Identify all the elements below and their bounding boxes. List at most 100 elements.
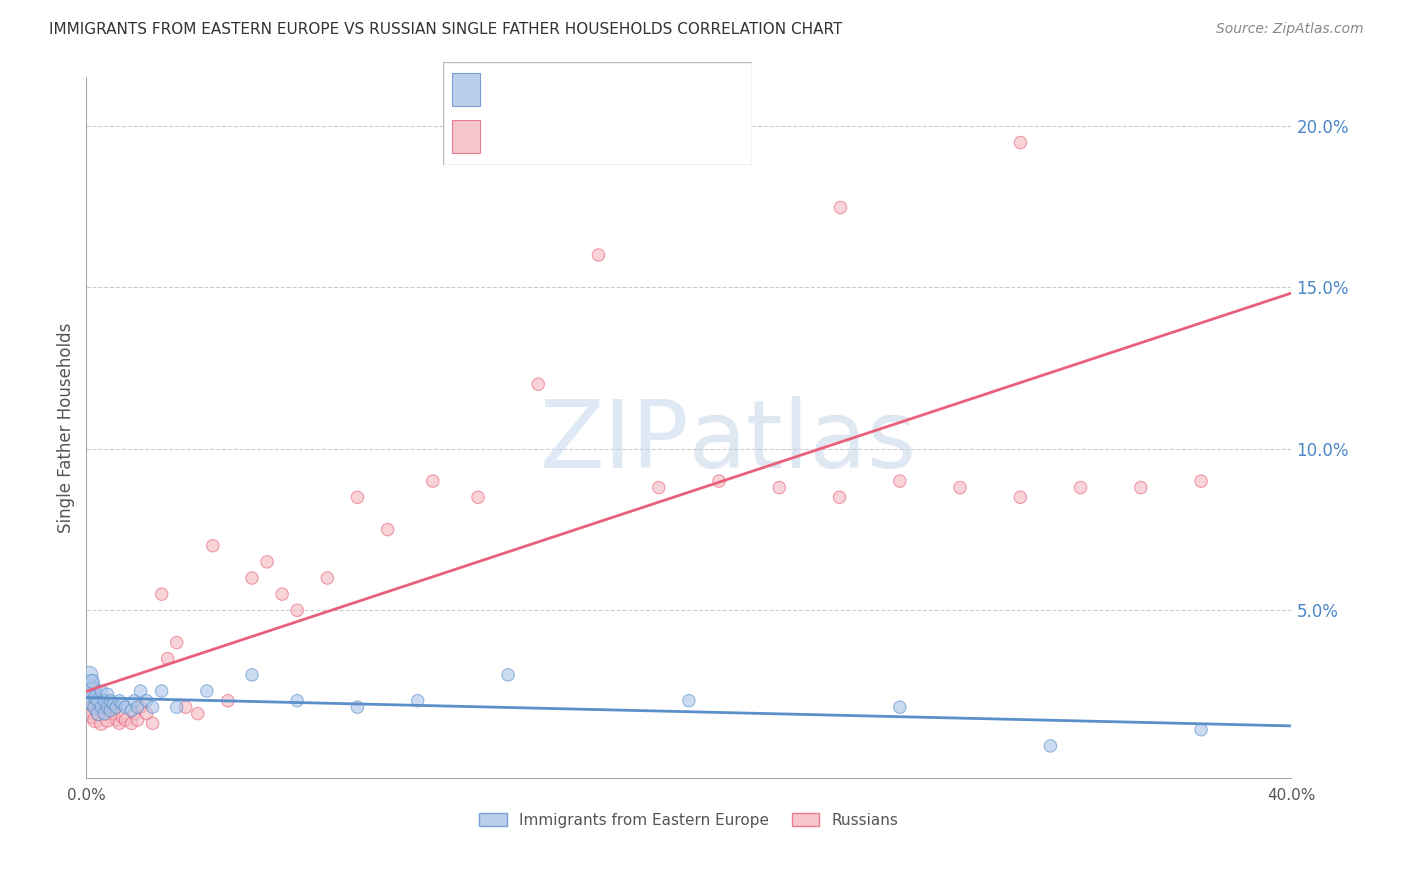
Text: N =: N =: [623, 81, 658, 96]
Point: [346, 700, 368, 714]
Point: [82, 694, 104, 708]
Point: [127, 713, 149, 727]
Point: [129, 700, 152, 714]
Point: [316, 571, 339, 585]
Point: [87, 694, 110, 708]
Point: [96, 700, 118, 714]
Point: [79, 700, 101, 714]
Point: [949, 481, 972, 495]
Point: [87, 706, 110, 721]
FancyBboxPatch shape: [453, 120, 479, 153]
Point: [271, 587, 294, 601]
Y-axis label: Single Father Households: Single Father Households: [58, 323, 75, 533]
Point: [96, 713, 118, 727]
Text: ZIP: ZIP: [540, 396, 689, 488]
Point: [84, 713, 107, 727]
Point: [187, 706, 209, 721]
Text: atlas: atlas: [689, 396, 917, 488]
Text: Source: ZipAtlas.com: Source: ZipAtlas.com: [1216, 22, 1364, 37]
Point: [111, 697, 134, 711]
Point: [124, 706, 146, 721]
Point: [256, 555, 278, 569]
Point: [142, 716, 165, 731]
Point: [90, 700, 112, 714]
Point: [108, 716, 131, 731]
FancyBboxPatch shape: [443, 62, 752, 165]
Point: [828, 490, 851, 504]
Point: [93, 706, 115, 721]
Point: [93, 706, 115, 721]
Point: [127, 700, 149, 714]
Point: [90, 684, 112, 698]
Point: [648, 481, 671, 495]
Point: [1010, 135, 1032, 149]
Point: [889, 700, 911, 714]
Point: [87, 706, 110, 721]
Point: [1070, 481, 1092, 495]
Text: 41: 41: [672, 79, 695, 97]
Point: [100, 703, 122, 717]
Point: [103, 697, 125, 711]
Point: [201, 539, 224, 553]
Point: [82, 694, 104, 708]
Point: [828, 200, 851, 214]
Point: [84, 700, 107, 714]
Point: [678, 694, 700, 708]
Point: [768, 481, 790, 495]
Point: [707, 474, 730, 488]
Legend: Immigrants from Eastern Europe, Russians: Immigrants from Eastern Europe, Russians: [474, 806, 904, 834]
Point: [93, 694, 115, 708]
Point: [496, 668, 519, 682]
Point: [1189, 474, 1212, 488]
Point: [79, 668, 101, 682]
Point: [84, 690, 107, 705]
Point: [79, 677, 101, 691]
Point: [467, 490, 489, 504]
Point: [240, 571, 263, 585]
Text: R =: R =: [489, 128, 524, 144]
Point: [100, 700, 122, 714]
Point: [105, 700, 128, 714]
Point: [103, 706, 125, 721]
Point: [285, 694, 308, 708]
Point: [285, 603, 308, 617]
Point: [217, 694, 239, 708]
Point: [111, 710, 134, 724]
Point: [121, 703, 143, 717]
Point: [79, 694, 101, 708]
Point: [79, 684, 101, 698]
Point: [1010, 490, 1032, 504]
Point: [114, 700, 136, 714]
Point: [166, 635, 188, 649]
Point: [121, 716, 143, 731]
Point: [174, 700, 197, 714]
Point: [82, 684, 104, 698]
Point: [1189, 723, 1212, 737]
Point: [1039, 739, 1062, 753]
Point: [124, 694, 146, 708]
Text: IMMIGRANTS FROM EASTERN EUROPE VS RUSSIAN SINGLE FATHER HOUSEHOLDS CORRELATION C: IMMIGRANTS FROM EASTERN EUROPE VS RUSSIA…: [49, 22, 842, 37]
Point: [156, 651, 179, 665]
Point: [1129, 481, 1152, 495]
Point: [135, 706, 157, 721]
Point: [100, 694, 122, 708]
Point: [96, 687, 118, 701]
Point: [422, 474, 444, 488]
Point: [240, 668, 263, 682]
Point: [90, 716, 112, 731]
Point: [82, 706, 104, 721]
Point: [108, 694, 131, 708]
Point: [377, 523, 399, 537]
Text: N =: N =: [623, 128, 658, 144]
Point: [84, 700, 107, 714]
Point: [142, 700, 165, 714]
Point: [135, 694, 157, 708]
Text: 50: 50: [672, 128, 695, 145]
Point: [889, 474, 911, 488]
Point: [82, 674, 104, 689]
Point: [406, 694, 429, 708]
Text: R =: R =: [489, 81, 524, 96]
Point: [166, 700, 188, 714]
Point: [588, 248, 610, 262]
Text: 0.654: 0.654: [536, 128, 588, 145]
